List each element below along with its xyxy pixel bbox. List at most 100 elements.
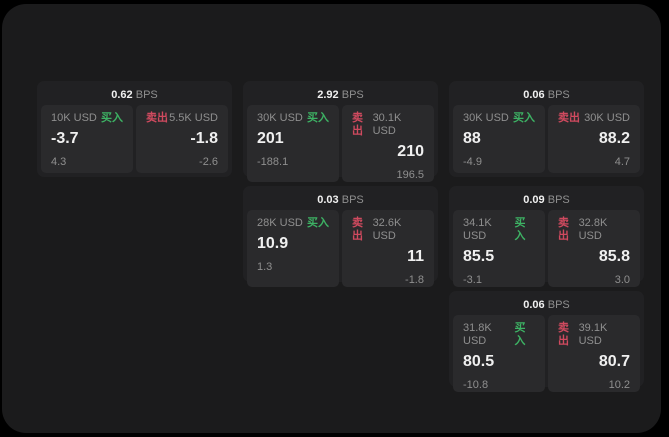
sell-price: 210 (397, 143, 424, 160)
sell-amount: 32.8K USD (578, 217, 608, 242)
sell-panel-top: 卖出 32.6K USD (352, 217, 424, 243)
quote-card: 0.06 BPS 31.8K USD 买入 80.5 -10.8 卖出 39.1… (449, 291, 644, 392)
buy-amount: 28K USD (257, 217, 303, 229)
sell-side-label: 卖出 (558, 322, 569, 347)
quote-panel-row: 10K USD 买入 -3.7 4.3 卖出 5.5K USD -1.8 -2.… (41, 105, 228, 173)
sell-side-label: 卖出 (352, 217, 363, 242)
sell-panel-top: 卖出 32.8K USD (558, 217, 630, 243)
buy-side-label: 买入 (307, 112, 329, 124)
sell-price: 85.8 (598, 248, 630, 265)
buy-amount: 34.1K USD (463, 217, 492, 242)
sell-panel-top: 卖出 30.1K USD (352, 112, 424, 138)
buy-side-label: 买入 (101, 112, 123, 124)
buy-delta: 4.3 (51, 156, 67, 168)
sell-amount: 32.6K USD (372, 217, 402, 242)
buy-amount: 30K USD (463, 112, 509, 124)
sell-panel-top: 卖出 5.5K USD (146, 112, 218, 125)
sell-price: 80.7 (598, 353, 630, 370)
spread-value: 0.09 (523, 194, 545, 206)
buy-side-label: 买入 (307, 217, 329, 229)
buy-quote-panel[interactable]: 28K USD 买入 10.9 1.3 (247, 210, 339, 287)
buy-price: 10.9 (257, 235, 289, 252)
spread-value: 2.92 (317, 89, 339, 101)
sell-quote-panel[interactable]: 卖出 5.5K USD -1.8 -2.6 (136, 105, 228, 173)
sell-delta: 3.0 (614, 274, 630, 286)
spread-value: 0.03 (317, 194, 339, 206)
sell-price: -1.8 (190, 130, 218, 147)
sell-amount: 30.1K USD (372, 112, 402, 137)
card-spread-header: 0.06 BPS (453, 295, 640, 315)
sell-amount: 30K USD (584, 112, 630, 124)
buy-side-label: 买入 (513, 112, 535, 124)
sell-side-label: 卖出 (558, 112, 580, 124)
bps-unit-label: BPS (547, 194, 570, 206)
card-spread-header: 0.03 BPS (247, 190, 434, 210)
buy-quote-panel[interactable]: 30K USD 买入 88 -4.9 (453, 105, 545, 173)
buy-side-label: 买入 (514, 322, 526, 347)
card-spread-header: 0.06 BPS (453, 85, 640, 105)
sell-panel-top: 卖出 30K USD (558, 112, 630, 125)
quote-card: 0.62 BPS 10K USD 买入 -3.7 4.3 卖出 5.5K USD… (37, 81, 232, 177)
spread-value: 0.06 (523, 299, 545, 311)
sell-side-label: 卖出 (146, 112, 168, 124)
quote-panel-row: 34.1K USD 买入 85.5 -3.1 卖出 32.8K USD 85.8… (453, 210, 640, 287)
buy-price: 80.5 (463, 353, 495, 370)
sell-delta: 196.5 (396, 169, 424, 181)
sell-panel-top: 卖出 39.1K USD (558, 322, 630, 348)
sell-delta: -1.8 (405, 274, 424, 286)
buy-delta: -188.1 (257, 156, 289, 168)
sell-quote-panel[interactable]: 卖出 30.1K USD 210 196.5 (342, 105, 434, 182)
buy-price: 85.5 (463, 248, 495, 265)
bps-unit-label: BPS (547, 299, 570, 311)
card-spread-header: 0.09 BPS (453, 190, 640, 210)
spread-value: 0.06 (523, 89, 545, 101)
quote-panel-row: 28K USD 买入 10.9 1.3 卖出 32.6K USD 11 -1.8 (247, 210, 434, 287)
buy-delta: 1.3 (257, 261, 273, 273)
buy-price: -3.7 (51, 130, 79, 147)
buy-panel-top: 30K USD 买入 (257, 112, 329, 125)
buy-side-label: 买入 (514, 217, 526, 242)
sell-quote-panel[interactable]: 卖出 30K USD 88.2 4.7 (548, 105, 640, 173)
quote-card: 2.92 BPS 30K USD 买入 201 -188.1 卖出 30.1K … (243, 81, 438, 182)
app-surface: 0.62 BPS 10K USD 买入 -3.7 4.3 卖出 5.5K USD… (2, 4, 661, 433)
sell-amount: 5.5K USD (169, 112, 218, 124)
quote-panel-row: 31.8K USD 买入 80.5 -10.8 卖出 39.1K USD 80.… (453, 315, 640, 392)
buy-quote-panel[interactable]: 31.8K USD 买入 80.5 -10.8 (453, 315, 545, 392)
sell-delta: 4.7 (614, 156, 630, 168)
sell-side-label: 卖出 (558, 217, 569, 242)
bps-unit-label: BPS (135, 89, 158, 101)
quote-card: 0.03 BPS 28K USD 买入 10.9 1.3 卖出 32.6K US… (243, 186, 438, 287)
sell-side-label: 卖出 (352, 112, 363, 137)
buy-price: 201 (257, 130, 284, 147)
bps-unit-label: BPS (341, 89, 364, 101)
sell-quote-panel[interactable]: 卖出 32.8K USD 85.8 3.0 (548, 210, 640, 287)
sell-price: 88.2 (598, 130, 630, 147)
quote-panel-row: 30K USD 买入 88 -4.9 卖出 30K USD 88.2 4.7 (453, 105, 640, 173)
buy-panel-top: 28K USD 买入 (257, 217, 329, 230)
buy-panel-top: 10K USD 买入 (51, 112, 123, 125)
buy-delta: -10.8 (463, 379, 489, 391)
buy-quote-panel[interactable]: 30K USD 买入 201 -188.1 (247, 105, 339, 182)
bps-unit-label: BPS (547, 89, 570, 101)
buy-panel-top: 34.1K USD 买入 (463, 217, 535, 243)
sell-delta: 10.2 (608, 379, 630, 391)
buy-quote-panel[interactable]: 10K USD 买入 -3.7 4.3 (41, 105, 133, 173)
quote-card: 0.09 BPS 34.1K USD 买入 85.5 -3.1 卖出 32.8K… (449, 186, 644, 287)
buy-price: 88 (463, 130, 481, 147)
buy-panel-top: 30K USD 买入 (463, 112, 535, 125)
buy-amount: 30K USD (257, 112, 303, 124)
sell-delta: -2.6 (199, 156, 218, 168)
quote-card: 0.06 BPS 30K USD 买入 88 -4.9 卖出 30K USD 8… (449, 81, 644, 177)
card-spread-header: 0.62 BPS (41, 85, 228, 105)
bps-unit-label: BPS (341, 194, 364, 206)
buy-delta: -4.9 (463, 156, 482, 168)
sell-quote-panel[interactable]: 卖出 39.1K USD 80.7 10.2 (548, 315, 640, 392)
sell-quote-panel[interactable]: 卖出 32.6K USD 11 -1.8 (342, 210, 434, 287)
quote-panel-row: 30K USD 买入 201 -188.1 卖出 30.1K USD 210 1… (247, 105, 434, 182)
buy-delta: -3.1 (463, 274, 482, 286)
sell-amount: 39.1K USD (578, 322, 608, 347)
quote-grid: 0.62 BPS 10K USD 买入 -3.7 4.3 卖出 5.5K USD… (37, 81, 644, 392)
sell-price: 11 (407, 248, 424, 265)
spread-value: 0.62 (111, 89, 133, 101)
buy-quote-panel[interactable]: 34.1K USD 买入 85.5 -3.1 (453, 210, 545, 287)
